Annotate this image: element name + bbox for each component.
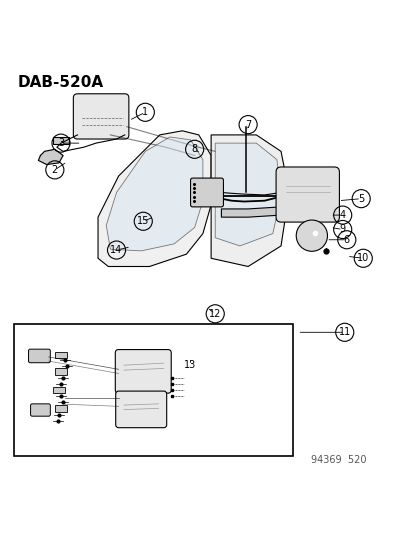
FancyBboxPatch shape: [73, 94, 128, 139]
Text: 3: 3: [58, 138, 64, 148]
Polygon shape: [98, 131, 211, 266]
FancyBboxPatch shape: [190, 178, 223, 207]
Text: DAB-520A: DAB-520A: [18, 75, 104, 90]
Circle shape: [296, 220, 327, 251]
Polygon shape: [53, 137, 69, 144]
Text: 7: 7: [244, 119, 251, 130]
Text: 10: 10: [356, 253, 368, 263]
Text: 4: 4: [339, 210, 345, 220]
Text: 9: 9: [339, 224, 345, 235]
Polygon shape: [53, 386, 65, 393]
FancyBboxPatch shape: [28, 349, 50, 363]
Polygon shape: [55, 368, 67, 375]
Text: 5: 5: [357, 193, 363, 204]
Bar: [14, 324, 293, 456]
Polygon shape: [38, 149, 63, 165]
Text: 13: 13: [184, 360, 196, 370]
Polygon shape: [211, 135, 289, 266]
FancyBboxPatch shape: [275, 167, 339, 222]
Text: 11: 11: [338, 327, 350, 337]
FancyBboxPatch shape: [115, 350, 171, 393]
Text: 12: 12: [209, 309, 221, 319]
Polygon shape: [55, 405, 67, 411]
Polygon shape: [106, 137, 202, 251]
Polygon shape: [55, 352, 67, 358]
Polygon shape: [221, 207, 280, 217]
Text: 15: 15: [137, 216, 149, 227]
FancyBboxPatch shape: [115, 391, 166, 427]
FancyBboxPatch shape: [31, 404, 50, 416]
Polygon shape: [215, 143, 280, 246]
Text: 14: 14: [110, 245, 122, 255]
Text: 8: 8: [191, 144, 197, 154]
Text: 94369  520: 94369 520: [310, 455, 366, 465]
Text: 6: 6: [343, 235, 349, 245]
Text: 1: 1: [142, 107, 148, 117]
Text: 2: 2: [52, 165, 58, 175]
